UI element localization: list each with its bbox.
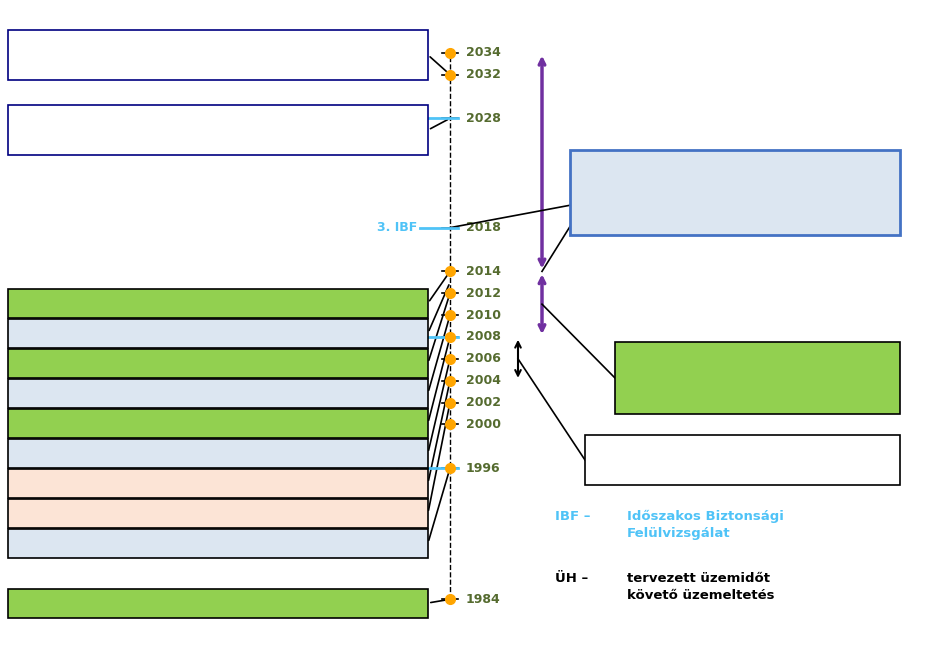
FancyBboxPatch shape bbox=[8, 30, 428, 80]
FancyBboxPatch shape bbox=[8, 348, 428, 378]
FancyBboxPatch shape bbox=[585, 435, 900, 485]
Text: Időszakos Biztonsági
Felülvizsgálat: Időszakos Biztonsági Felülvizsgálat bbox=[627, 510, 784, 540]
Text: 2. IBF: 2. IBF bbox=[377, 331, 417, 343]
FancyBboxPatch shape bbox=[8, 499, 428, 527]
FancyBboxPatch shape bbox=[615, 342, 900, 414]
Text: ÜH jogi szabályozása életbe lép: ÜH jogi szabályozása életbe lép bbox=[18, 507, 216, 519]
Text: PA Zrt. Közgyűlés dönt az ÜH-ról: PA Zrt. Közgyűlés dönt az ÜH-ról bbox=[18, 537, 221, 549]
Text: 2008: 2008 bbox=[466, 331, 501, 343]
Text: 2. blokk tervezett üzemidőt követő 20
éves üzemeltetésének vége: 2. blokk tervezett üzemidőt követő 20 év… bbox=[18, 43, 257, 66]
Text: ÜH-tevékenység
hatósági
felügyelete: ÜH-tevékenység hatósági felügyelete bbox=[700, 354, 815, 402]
FancyBboxPatch shape bbox=[8, 589, 428, 618]
Text: Környezetvédelmi
engedélyezés: Környezetvédelmi engedélyezés bbox=[680, 445, 806, 475]
Text: 2002: 2002 bbox=[466, 396, 501, 409]
Text: 2. blokk ÜH-engedélykérelem: 2. blokk ÜH-engedélykérelem bbox=[18, 327, 202, 339]
Text: ÜH-program kidolgozása
és végrehajtása
az 1-2. blokkon: ÜH-program kidolgozása és végrehajtása a… bbox=[648, 168, 821, 217]
Text: ÜH –: ÜH – bbox=[555, 572, 588, 585]
Text: 2032: 2032 bbox=[466, 68, 501, 81]
FancyBboxPatch shape bbox=[8, 289, 428, 317]
Text: 2006: 2006 bbox=[466, 352, 501, 365]
FancyBboxPatch shape bbox=[8, 469, 428, 497]
Text: 2014: 2014 bbox=[466, 265, 501, 278]
Text: 1. IBF: 1. IBF bbox=[377, 462, 417, 475]
Text: IBF –: IBF – bbox=[555, 510, 591, 523]
Text: 2012: 2012 bbox=[466, 287, 501, 300]
Text: 1. blokk tervezett üzemidőt követő 20
éves üzemeltetésének vége: 1. blokk tervezett üzemidőt követő 20 év… bbox=[18, 118, 257, 142]
Text: 4. IBF: 4. IBF bbox=[377, 112, 417, 125]
FancyBboxPatch shape bbox=[8, 408, 428, 438]
Text: 2004: 2004 bbox=[466, 374, 501, 387]
Text: 2034: 2034 bbox=[466, 47, 501, 59]
FancyBboxPatch shape bbox=[8, 438, 428, 467]
Text: tervezett üzemidőt
követő üzemeltetés: tervezett üzemidőt követő üzemeltetés bbox=[627, 572, 774, 602]
FancyBboxPatch shape bbox=[8, 378, 428, 408]
FancyBboxPatch shape bbox=[8, 105, 428, 155]
FancyBboxPatch shape bbox=[8, 529, 428, 557]
FancyBboxPatch shape bbox=[8, 319, 428, 348]
Text: 1. blokk üzemeltetési engedélye 20 évre: 1. blokk üzemeltetési engedélye 20 évre bbox=[18, 358, 271, 368]
Text: 2018: 2018 bbox=[466, 221, 501, 234]
Text: ÜH aktualizált útmutatók kiadása: ÜH aktualizált útmutatók kiadása bbox=[18, 478, 228, 488]
Text: OAH döntés az ÜH-programról: OAH döntés az ÜH-programról bbox=[18, 417, 206, 429]
FancyBboxPatch shape bbox=[570, 150, 900, 235]
Text: 1. blokk ÜH-engedélykérelem: 1. blokk ÜH-engedélykérelem bbox=[18, 387, 202, 399]
Text: 2028: 2028 bbox=[466, 112, 501, 125]
Text: 2010: 2010 bbox=[466, 309, 501, 322]
Text: 1984: 1984 bbox=[466, 593, 501, 606]
Text: 3. IBF: 3. IBF bbox=[377, 221, 417, 234]
Text: 2000: 2000 bbox=[466, 418, 501, 431]
Text: ÜH-program benyújtása: ÜH-program benyújtása bbox=[18, 447, 168, 459]
Text: 1996: 1996 bbox=[466, 462, 501, 475]
Text: 2. blokk üzemeltetési engedélye (30 év): 2. blokk üzemeltetési engedélye (30 év) bbox=[18, 598, 269, 608]
Text: 2. blokk üzemeltetési engedélye 20 évre: 2. blokk üzemeltetési engedélye 20 évre bbox=[18, 298, 271, 309]
